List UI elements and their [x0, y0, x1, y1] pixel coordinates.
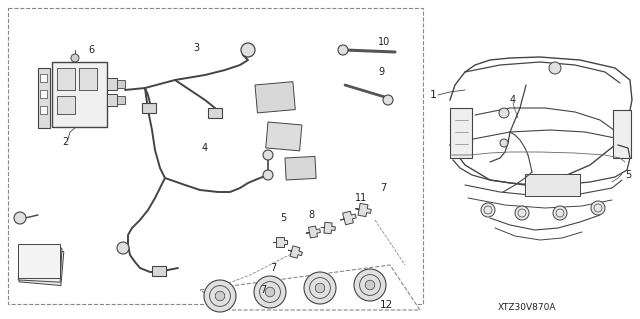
Text: 5: 5	[280, 213, 286, 223]
Text: 5: 5	[625, 170, 631, 180]
Bar	[266, 122, 302, 151]
Circle shape	[215, 291, 225, 301]
Bar	[19, 248, 64, 286]
Circle shape	[315, 283, 325, 293]
Text: XTZ30V870A: XTZ30V870A	[498, 303, 556, 313]
Bar	[142, 103, 156, 113]
Bar	[117, 80, 125, 88]
Circle shape	[254, 276, 286, 308]
Circle shape	[515, 206, 529, 220]
Bar	[613, 110, 631, 158]
Circle shape	[500, 139, 508, 147]
Bar	[255, 82, 295, 113]
Polygon shape	[200, 265, 420, 310]
Circle shape	[499, 108, 509, 118]
Bar	[52, 62, 107, 127]
Circle shape	[549, 62, 561, 74]
Text: 2: 2	[62, 137, 68, 147]
Text: 4: 4	[202, 143, 208, 153]
Text: 7: 7	[260, 285, 266, 295]
Polygon shape	[273, 237, 287, 248]
Circle shape	[383, 95, 393, 105]
Bar	[107, 94, 117, 106]
Polygon shape	[321, 222, 335, 234]
Bar	[18, 244, 60, 278]
Bar	[79, 68, 97, 90]
Circle shape	[265, 287, 275, 297]
Text: 1: 1	[430, 90, 437, 100]
Circle shape	[338, 45, 348, 55]
Bar	[8, 8, 423, 304]
Bar	[40, 106, 47, 114]
Text: 8: 8	[308, 210, 314, 220]
Circle shape	[354, 269, 386, 301]
Circle shape	[553, 206, 567, 220]
Circle shape	[481, 203, 495, 217]
Text: 10: 10	[378, 37, 390, 47]
Bar	[525, 174, 580, 196]
Bar	[117, 96, 125, 104]
Bar	[57, 96, 75, 114]
Polygon shape	[288, 246, 303, 258]
Bar	[38, 68, 50, 128]
Text: 7: 7	[270, 263, 276, 273]
Bar	[208, 108, 222, 118]
Bar	[152, 266, 166, 276]
Bar	[57, 68, 75, 90]
Circle shape	[71, 54, 79, 62]
Circle shape	[241, 43, 255, 57]
Text: 7: 7	[380, 183, 387, 193]
Text: 11: 11	[355, 193, 367, 203]
Bar	[285, 156, 316, 180]
Text: 6: 6	[88, 45, 94, 55]
Circle shape	[304, 272, 336, 304]
Circle shape	[204, 280, 236, 312]
Polygon shape	[355, 204, 371, 217]
Text: 12: 12	[380, 300, 393, 310]
Text: 4: 4	[510, 95, 516, 105]
Circle shape	[263, 150, 273, 160]
Circle shape	[14, 212, 26, 224]
Text: 9: 9	[378, 67, 384, 77]
Text: 3: 3	[193, 43, 199, 53]
Bar	[18, 246, 62, 282]
Bar	[40, 90, 47, 98]
Circle shape	[117, 242, 129, 254]
Circle shape	[365, 280, 375, 290]
Polygon shape	[340, 211, 356, 225]
Bar	[450, 108, 472, 158]
Circle shape	[591, 201, 605, 215]
Bar	[107, 78, 117, 90]
Bar	[40, 74, 47, 82]
Circle shape	[263, 170, 273, 180]
Polygon shape	[306, 226, 321, 238]
